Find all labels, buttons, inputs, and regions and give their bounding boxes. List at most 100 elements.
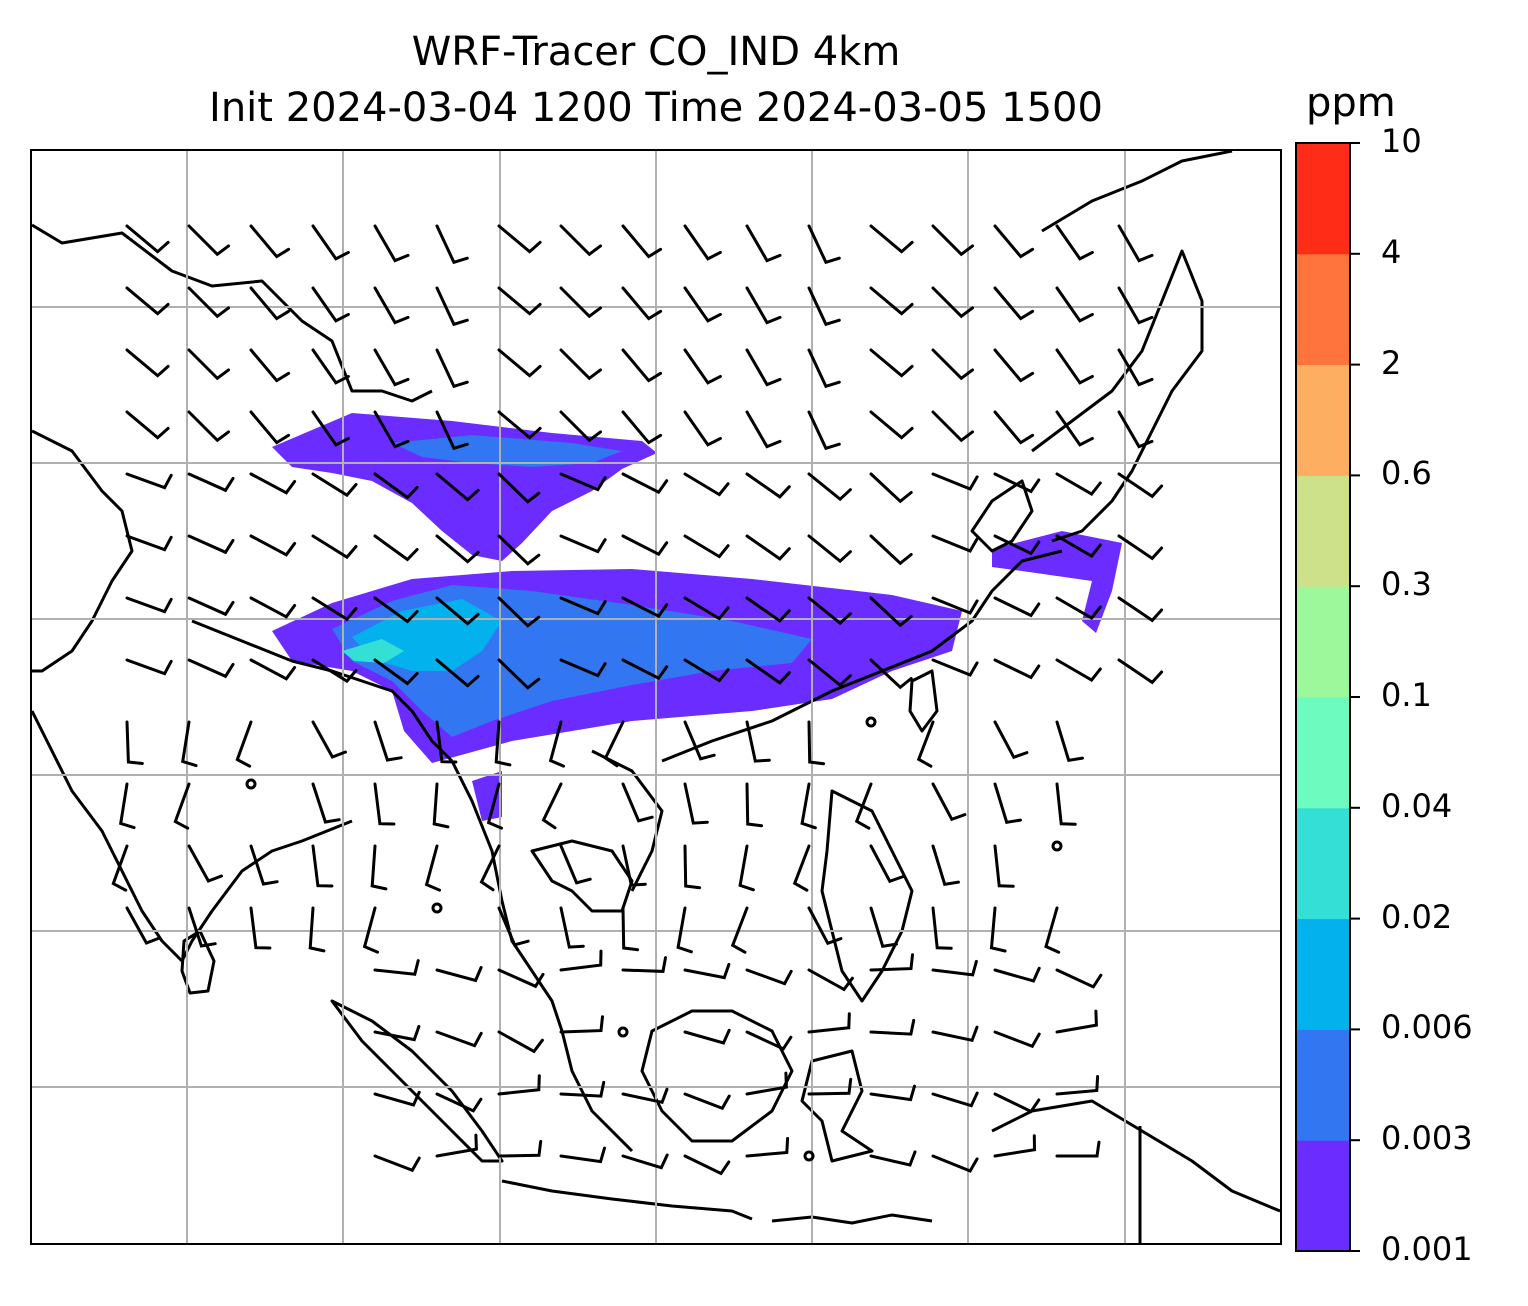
wind-barb-0-0 [125, 224, 170, 254]
wind-barb-11-2 [249, 906, 272, 950]
wind-barb-3-9 [683, 410, 722, 447]
wind-barb-4-8 [621, 472, 669, 495]
wind-barb-13-7 [559, 1015, 604, 1034]
wind-barb-1-9 [683, 286, 722, 323]
wind-barb-12-10 [745, 968, 793, 986]
wind-barb-8-8 [603, 720, 625, 768]
wind-barb-8-5 [435, 720, 458, 764]
wind-barb-9-7 [541, 782, 563, 830]
coastline-japan [1031, 249, 1204, 543]
wind-barb-5-15 [1055, 534, 1102, 558]
wind-barb-10-1 [187, 844, 223, 883]
wind-barb-13-10 [745, 1030, 793, 1051]
wind-barb-10-3 [311, 844, 334, 888]
wind-barb-2-15 [1055, 348, 1094, 385]
wind-barb-12-13 [931, 959, 978, 977]
wind-barb-4-2 [249, 472, 297, 495]
wind-barb-14-6 [497, 1074, 541, 1096]
colorbar-tick-label: 0.1 [1381, 676, 1432, 714]
wind-barb-13-15 [1055, 1009, 1098, 1034]
wind-barb-6-8 [621, 596, 669, 619]
wind-barb-8-11 [807, 720, 826, 766]
wind-barb-11-6 [497, 906, 530, 947]
coastline-sumatra [330, 999, 504, 1163]
wind-barb-3-1 [187, 410, 230, 443]
wind-barb-12-9 [683, 962, 731, 980]
wind-barb-3-0 [125, 410, 170, 440]
wind-barb-10-13 [931, 844, 960, 886]
wind-barb-6-15 [1055, 596, 1102, 620]
colorbar-band-6 [1296, 475, 1350, 587]
colorbar-tick-label: 0.3 [1381, 565, 1432, 604]
coastline-sulawesi [800, 1049, 874, 1163]
wind-barb-2-5 [435, 348, 469, 389]
wind-barb-5-14 [993, 534, 1041, 556]
wind-barb-0-16 [1117, 224, 1154, 263]
wind-barb-9-2 [245, 778, 257, 790]
wind-barb-8-14 [993, 720, 1029, 760]
coastline-india-west [32, 429, 134, 673]
wind-barb-1-10 [745, 286, 782, 325]
wind-barb-6-11 [807, 596, 852, 626]
wind-barb-1-16 [1117, 286, 1154, 325]
wind-barb-10-8 [621, 844, 647, 887]
wind-barb-4-13 [931, 472, 979, 491]
wind-barb-11-7 [559, 906, 585, 949]
wind-barb-7-11 [807, 658, 852, 688]
wind-barb-4-11 [807, 472, 852, 502]
map-canvas [32, 151, 1280, 1243]
colorbar-tick-label: 0.003 [1381, 1119, 1473, 1158]
wind-barb-10-15 [1051, 840, 1063, 852]
wind-barb-9-14 [993, 782, 1022, 824]
wind-barb-3-10 [745, 410, 782, 449]
colorbar-tick-label: 0.04 [1381, 786, 1453, 825]
wind-barb-1-12 [869, 286, 914, 316]
wind-barb-2-10 [745, 348, 782, 387]
wind-barb-5-2 [249, 534, 297, 557]
coastline-central-asia [32, 223, 433, 403]
wind-barbs [111, 224, 1164, 1176]
wind-barb-13-12 [869, 1018, 916, 1036]
wind-barb-2-14 [993, 348, 1035, 383]
coastline-himalaya-border [191, 619, 454, 763]
colorbar-band-9 [1296, 143, 1350, 255]
wind-barb-1-8 [621, 286, 663, 321]
wind-barb-4-5 [435, 472, 480, 502]
wind-barb-12-6 [497, 968, 545, 989]
wind-barb-1-13 [931, 286, 974, 319]
wind-barb-3-16 [1117, 410, 1154, 449]
wind-barb-1-0 [125, 286, 170, 316]
wind-barb-0-10 [745, 224, 782, 263]
wind-barb-15-4 [373, 1154, 421, 1173]
colorbar-tick-label: 4 [1381, 232, 1402, 271]
wind-barb-1-1 [187, 286, 230, 319]
wind-barb-5-4 [373, 534, 419, 562]
colorbar-band-3 [1296, 807, 1350, 920]
wind-barb-2-7 [559, 348, 602, 381]
wind-barb-14-10 [745, 1071, 788, 1096]
wind-barb-0-5 [435, 224, 469, 265]
plume-source-peak [342, 639, 404, 663]
wind-barb-4-16 [1117, 472, 1164, 499]
wind-barb-0-2 [249, 224, 291, 259]
wind-barb-2-12 [869, 348, 914, 378]
wind-barb-15-13 [931, 1154, 979, 1173]
wind-barb-2-13 [931, 348, 974, 381]
colorbar-tick-label: 0.006 [1381, 1008, 1473, 1047]
wind-barb-4-10 [745, 472, 791, 499]
colorbar-tick-label: 10 [1381, 122, 1422, 160]
colorbar-band-5 [1296, 586, 1350, 698]
wind-barb-10-7 [559, 844, 592, 885]
wind-barb-10-11 [792, 844, 811, 892]
wind-barb-2-11 [807, 348, 841, 389]
tracer-plume [272, 413, 1122, 821]
wind-barb-3-14 [993, 410, 1035, 445]
wind-barb-7-0 [125, 658, 173, 676]
coastline-indochina [450, 760, 634, 1153]
wind-barb-15-6 [497, 1139, 543, 1158]
gridlines [32, 151, 1280, 1243]
wind-barb-15-15 [1055, 1140, 1101, 1158]
wind-barb-11-1 [187, 906, 217, 948]
coastline-lesser-sundas [771, 1213, 933, 1225]
